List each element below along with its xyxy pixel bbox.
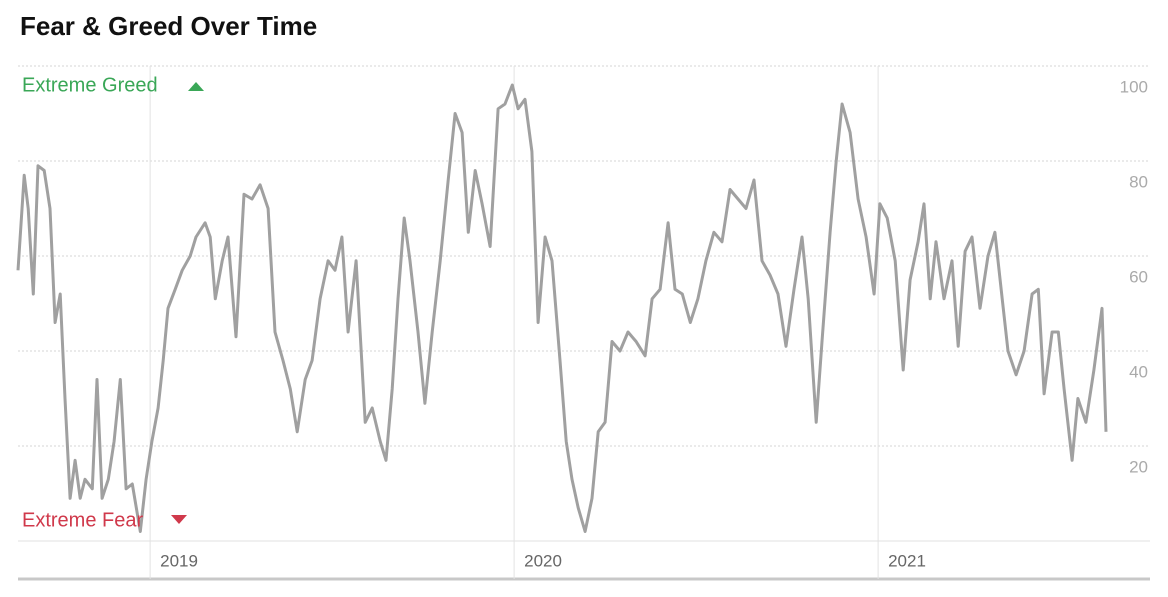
y-tick-label: 40 <box>1129 362 1148 381</box>
y-tick-label: 20 <box>1129 457 1148 476</box>
y-tick-label: 100 <box>1120 77 1148 96</box>
x-tick-label: 2019 <box>160 551 198 570</box>
y-tick-label: 80 <box>1129 172 1148 191</box>
plot: 20 40 60 80 100 2019 2020 2021 <box>16 65 1150 579</box>
chart-title: Fear & Greed Over Time <box>20 11 317 41</box>
x-tick-label: 2021 <box>888 551 926 570</box>
y-tick-label: 60 <box>1129 267 1148 286</box>
down-arrow <box>171 515 187 524</box>
line-series <box>16 83 1108 533</box>
greed-label: Extreme Greed <box>22 74 158 96</box>
x-tick-label: 2020 <box>524 551 562 570</box>
up-arrow <box>188 82 204 91</box>
fear-label: Extreme Fear <box>22 509 143 531</box>
